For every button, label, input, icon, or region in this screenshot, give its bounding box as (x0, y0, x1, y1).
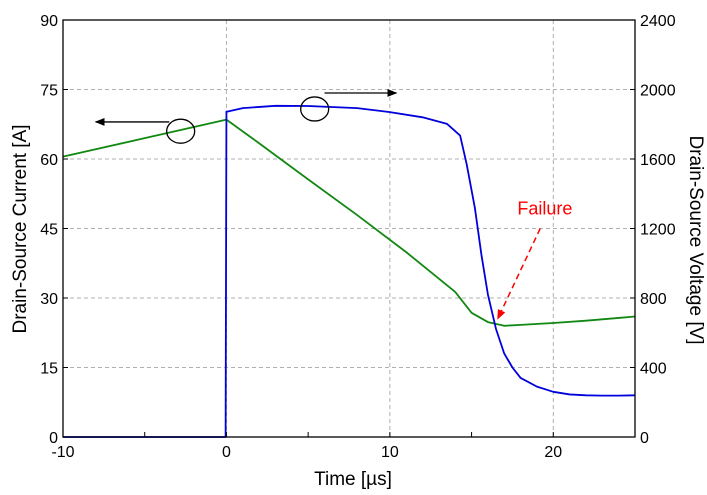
x-tick-label: 10 (381, 444, 399, 461)
series-layer (62, 104, 636, 438)
y-left-tick-label: 60 (40, 152, 58, 169)
y-left-tick-label: 15 (40, 361, 58, 378)
failure-annotation-label: Failure (517, 199, 572, 219)
x-tick-label: 20 (544, 444, 562, 461)
y-axis-left-title: Drain-Source Current [A] (10, 124, 31, 333)
voltage-series-line (63, 104, 636, 438)
y-left-tick-label: 0 (49, 430, 58, 447)
left-axis-indicator-circle (166, 118, 196, 144)
failure-arrow (497, 228, 541, 320)
y-right-tick-label: 400 (640, 361, 667, 378)
grid-layer (63, 20, 635, 437)
y-left-tick-label: 90 (40, 13, 58, 30)
right-axis-indicator-circle (300, 96, 330, 122)
y-right-tick-label: 1200 (640, 222, 676, 239)
x-tick-label: 0 (222, 444, 231, 461)
y-axis-right-title: Drain-Source Voltage [V] (685, 135, 706, 344)
y-right-tick-label: 800 (640, 291, 667, 308)
y-right-tick-label: 1600 (640, 152, 676, 169)
y-right-tick-label: 2400 (640, 13, 676, 30)
y-right-tick-label: 2000 (640, 83, 676, 100)
current-series-line (62, 118, 636, 327)
x-tick-label: -10 (51, 444, 74, 461)
y-left-tick-label: 75 (40, 83, 58, 100)
y-left-tick-label: 45 (40, 222, 58, 239)
tick-layer: -10 0 10 2001530456075900400800120016002000… (40, 13, 675, 461)
x-axis-title: Time [µs] (314, 469, 392, 490)
annotation-layer (94, 88, 541, 320)
y-left-tick-label: 30 (40, 291, 58, 308)
y-right-tick-label: 0 (640, 430, 649, 447)
